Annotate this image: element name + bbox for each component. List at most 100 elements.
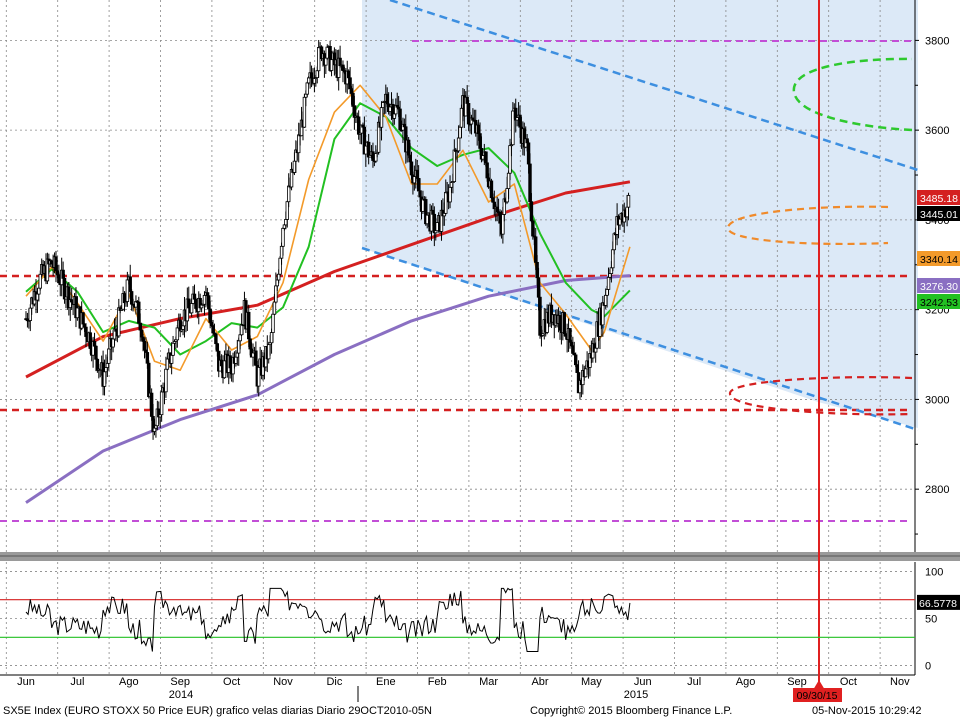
candle-body	[612, 233, 616, 251]
candle-body	[511, 110, 515, 146]
candle-body	[305, 82, 309, 95]
candle-body	[55, 270, 60, 276]
candle-body	[128, 276, 132, 292]
candle-body	[505, 188, 509, 203]
candle-body	[346, 70, 351, 79]
candle-body	[94, 345, 98, 360]
candle-body	[406, 139, 411, 156]
footer-title: SX5E Index (EURO STOXX 50 Price EUR) gra…	[3, 705, 432, 717]
candle-body	[125, 279, 130, 302]
date-marker-box	[793, 688, 842, 702]
price-label-box	[917, 294, 960, 309]
candle-body	[573, 354, 578, 366]
candle-body	[498, 211, 502, 224]
candle-body	[478, 133, 482, 149]
candle-body	[137, 301, 141, 324]
candle-body	[449, 181, 454, 188]
candle-body	[107, 348, 111, 364]
candle-body	[338, 57, 342, 67]
x-tick-label: Sep	[787, 676, 807, 688]
candle-body	[466, 103, 471, 125]
ma-red-line	[25, 180, 631, 379]
osc-y-tick-label: 0	[925, 661, 931, 673]
candle-body	[35, 293, 40, 301]
year-label: 2015	[624, 689, 648, 701]
candle-body	[149, 392, 154, 417]
candle-body	[374, 153, 378, 162]
candle-body	[381, 102, 385, 109]
candle-body	[257, 366, 261, 387]
candle-body	[603, 294, 608, 306]
x-tick-label: Jun	[634, 676, 652, 688]
candle-body	[526, 142, 531, 165]
candle-body	[432, 213, 437, 234]
candle-body	[138, 322, 142, 331]
channel-lower-line	[361, 246, 919, 432]
candle-body	[349, 88, 354, 94]
price-label: 3340.14	[917, 251, 960, 266]
candle-body	[248, 338, 252, 350]
price-label: 3485.18	[917, 190, 960, 205]
candle-body	[325, 46, 329, 59]
candle-body	[535, 261, 539, 279]
candle-body	[538, 296, 542, 336]
y-tick-label: 2800	[925, 484, 949, 496]
year-label: 2014	[169, 689, 193, 701]
date-marker-text: 09/30/15	[797, 690, 838, 702]
candle-body	[484, 151, 488, 164]
price-label-text: 3340.14	[920, 254, 958, 266]
candle-body	[117, 307, 121, 337]
candle-body	[491, 197, 495, 203]
candle-body	[435, 222, 439, 232]
candle-body	[202, 294, 207, 305]
candle-body	[269, 332, 274, 344]
candle-body	[181, 325, 185, 330]
candle-body	[104, 367, 108, 373]
price-chart: 2800300032003400360038000501003485.18344…	[0, 0, 960, 702]
candle-body	[222, 360, 227, 379]
candle-body	[147, 362, 151, 398]
candle-body	[329, 59, 334, 71]
price-label-box	[917, 190, 960, 205]
candle-body	[626, 195, 631, 208]
orange-ellipse	[726, 205, 889, 246]
candle-body	[129, 291, 134, 305]
candle-body	[452, 149, 457, 182]
candle-body	[251, 352, 255, 358]
candle-body	[50, 260, 54, 265]
price-label-text: 3445.01	[920, 209, 958, 221]
channel-shade	[362, 0, 918, 428]
candle-body	[601, 302, 605, 326]
candle-body	[88, 332, 92, 349]
candle-body	[284, 219, 288, 226]
candle-body	[465, 96, 469, 104]
candle-body	[275, 279, 279, 287]
candle-body	[385, 93, 389, 105]
candle-body	[277, 273, 281, 281]
candle-body	[506, 172, 511, 189]
candle-body	[175, 327, 180, 341]
candle-body	[421, 198, 425, 212]
price-label: 3242.53	[917, 294, 960, 309]
candle-body	[139, 329, 144, 338]
candle-body	[169, 354, 174, 364]
candle-body	[534, 236, 538, 263]
candle-body	[558, 315, 562, 331]
candle-body	[366, 141, 371, 158]
candle-body	[141, 336, 145, 342]
candle-body	[611, 249, 615, 269]
price-label: 3276.30	[917, 278, 960, 293]
candles	[24, 39, 631, 440]
candle-body	[416, 178, 421, 192]
candle-body	[625, 206, 629, 218]
candle-body	[292, 160, 297, 173]
candle-body	[569, 341, 574, 347]
candle-body	[459, 107, 464, 128]
candle-body	[254, 350, 258, 366]
candle-body	[409, 161, 414, 176]
candle-body	[215, 343, 220, 352]
footer-bar: SX5E Index (EURO STOXX 50 Price EUR) gra…	[0, 703, 960, 720]
x-tick-label: Jun	[17, 676, 35, 688]
candle-body	[271, 313, 275, 333]
candle-body	[189, 303, 194, 314]
